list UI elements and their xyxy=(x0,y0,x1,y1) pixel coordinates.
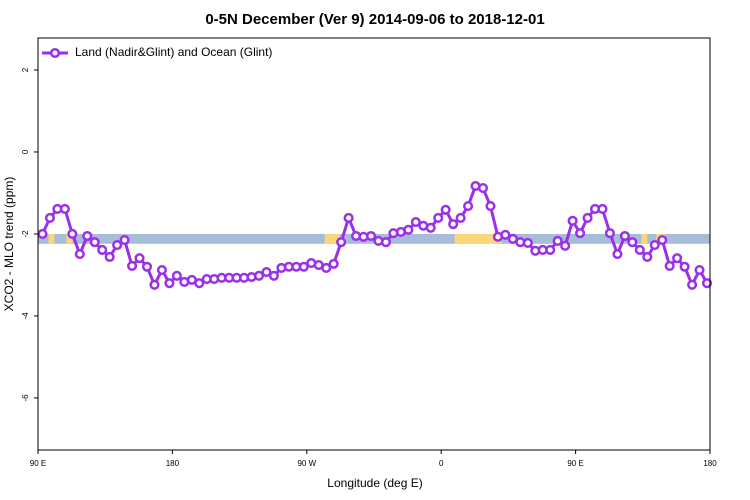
x-tick-label: 90 E xyxy=(30,459,46,468)
y-tick-label: -6 xyxy=(21,394,30,402)
land-segment xyxy=(324,233,340,244)
data-point xyxy=(701,278,713,289)
data-point xyxy=(694,264,705,276)
plot-frame xyxy=(37,37,711,451)
data-point xyxy=(455,212,466,224)
data-point xyxy=(149,279,160,290)
data-point xyxy=(141,261,153,272)
legend-label: Land (Nadir&Glint) and Ocean (Glint) xyxy=(75,45,272,59)
data-point xyxy=(634,244,645,255)
data-point xyxy=(597,203,608,214)
data-point xyxy=(97,244,108,255)
y-tick-label: -4 xyxy=(21,312,30,320)
data-point xyxy=(687,279,698,290)
land-segment xyxy=(66,233,73,244)
data-point xyxy=(560,240,571,251)
data-point xyxy=(500,229,511,240)
chart-title: 0-5N December (Ver 9) 2014-09-06 to 2018… xyxy=(205,11,544,28)
data-point xyxy=(164,278,175,289)
data-point xyxy=(612,248,623,260)
data-point xyxy=(679,261,690,272)
data-point xyxy=(552,235,563,246)
data-point xyxy=(425,222,436,233)
data-point xyxy=(67,228,78,240)
data-point xyxy=(74,248,85,260)
data-point xyxy=(642,251,653,262)
legend-marker xyxy=(49,47,61,59)
data-point xyxy=(44,212,55,224)
x-tick-label: 90 W xyxy=(297,459,316,468)
data-point xyxy=(619,230,630,242)
data-point xyxy=(627,237,638,248)
data-point xyxy=(336,237,347,248)
y-tick-label: 0 xyxy=(21,149,30,154)
y-axis-label: XCO2 - MLO trend (ppm) xyxy=(2,177,16,312)
data-point xyxy=(112,239,123,251)
data-point xyxy=(343,212,354,224)
data-point xyxy=(522,237,533,249)
data-point xyxy=(657,235,668,246)
data-point xyxy=(440,204,451,215)
data-point xyxy=(194,278,205,289)
data-point xyxy=(448,219,459,230)
data-point xyxy=(59,203,70,214)
x-tick-label: 180 xyxy=(166,459,180,468)
data-point xyxy=(156,264,167,276)
data-point xyxy=(463,201,474,212)
data-point xyxy=(268,270,279,281)
data-point xyxy=(575,228,586,239)
data-point xyxy=(134,253,145,264)
data-point xyxy=(119,235,130,246)
data-point xyxy=(380,237,391,248)
data-point xyxy=(253,270,265,281)
data-point xyxy=(127,260,138,271)
land-segment xyxy=(454,233,501,244)
data-point xyxy=(37,228,48,240)
land-segment xyxy=(48,233,55,244)
data-point xyxy=(328,258,339,269)
land-segment xyxy=(641,233,648,244)
data-point xyxy=(171,270,182,281)
x-tick-label: 90 E xyxy=(567,459,583,468)
data-point xyxy=(321,262,332,274)
data-point xyxy=(365,230,377,242)
x-axis-label: Longitude (deg E) xyxy=(327,476,422,490)
data-point xyxy=(261,267,272,278)
data-point xyxy=(477,182,489,194)
y-tick-label: 2 xyxy=(21,67,30,72)
x-tick-label: 180 xyxy=(703,459,717,468)
data-point xyxy=(672,253,683,264)
data-point xyxy=(89,237,100,248)
x-tick-label: 0 xyxy=(439,459,444,468)
data-point xyxy=(664,260,675,271)
data-point xyxy=(403,224,414,235)
y-tick-label: -2 xyxy=(21,230,30,238)
data-point xyxy=(582,212,593,224)
data-point xyxy=(433,212,444,224)
data-point xyxy=(567,215,578,226)
data-point xyxy=(485,201,496,212)
data-point xyxy=(604,228,615,239)
data-point xyxy=(298,261,309,272)
data-point xyxy=(104,251,115,262)
data-point xyxy=(545,244,556,255)
data-point xyxy=(410,217,421,228)
data-point xyxy=(649,239,660,251)
data-point xyxy=(82,230,93,242)
